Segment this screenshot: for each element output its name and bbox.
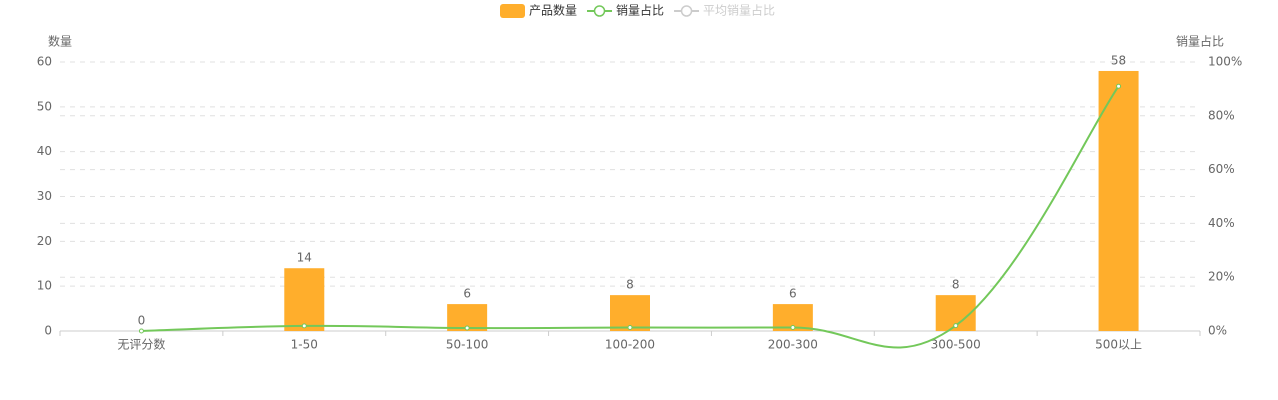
x-tick-label: 200-300 <box>768 338 818 352</box>
x-tick-label: 100-200 <box>605 338 655 352</box>
line-point <box>790 325 796 331</box>
x-tick-label: 500以上 <box>1095 338 1142 352</box>
line-point <box>301 323 307 329</box>
y-tick-label: 40 <box>37 144 52 158</box>
line-point <box>627 325 633 331</box>
y-tick-label: 20 <box>37 234 52 248</box>
x-tick-label: 无评分数 <box>117 337 165 352</box>
data-label: 8 <box>626 278 634 292</box>
y-axis-label: 数量 <box>48 34 72 49</box>
x-tick-label: 1-50 <box>291 338 318 352</box>
y-tick-label: 0 <box>44 324 52 338</box>
legend-icon <box>500 4 525 18</box>
y2-tick-label: 20% <box>1208 270 1235 284</box>
bar <box>284 268 325 331</box>
y2-tick-label: 0% <box>1208 324 1227 338</box>
line-point <box>1116 83 1122 89</box>
y2-axis-label: 销量占比 <box>1176 34 1224 49</box>
y-tick-label: 10 <box>37 279 52 293</box>
bar <box>1098 70 1139 331</box>
legend-label: 平均销量占比 <box>703 3 775 18</box>
data-label: 8 <box>952 278 960 292</box>
legend-label: 产品数量 <box>529 3 577 18</box>
data-label: 0 <box>138 314 146 328</box>
y2-tick-label: 60% <box>1208 162 1235 176</box>
y2-tick-label: 80% <box>1208 108 1235 122</box>
line-point <box>138 328 144 334</box>
line-point <box>953 323 959 329</box>
data-label: 14 <box>297 251 312 265</box>
data-label: 6 <box>789 287 797 301</box>
y-tick-label: 50 <box>37 99 52 113</box>
y2-tick-label: 40% <box>1208 216 1235 230</box>
line <box>141 85 1120 349</box>
data-label: 58 <box>1111 53 1126 67</box>
y-tick-label: 60 <box>37 55 52 69</box>
line-point <box>464 325 470 331</box>
x-tick-label: 50-100 <box>446 338 489 352</box>
data-label: 6 <box>463 287 471 301</box>
x-tick-label: 300-500 <box>931 338 981 352</box>
y-tick-label: 30 <box>37 189 52 203</box>
y2-tick-label: 100% <box>1208 55 1242 69</box>
legend-label: 销量占比 <box>616 3 664 18</box>
legend-icon <box>680 5 693 17</box>
legend-icon <box>593 5 606 17</box>
